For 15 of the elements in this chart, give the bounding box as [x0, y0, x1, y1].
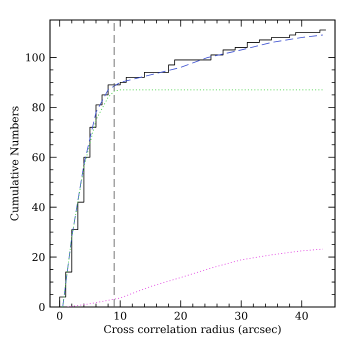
x-tick-label: 40: [295, 312, 308, 320]
y-tick-label: 60: [32, 153, 45, 162]
x-tick-label: 10: [114, 312, 126, 320]
y-tick-label: 40: [32, 203, 45, 212]
x-axis-title: Cross correlation radius (arcsec): [104, 324, 281, 335]
x-tick-label: 20: [174, 312, 187, 320]
y-tick-label: 20: [32, 253, 45, 262]
line-series: [67, 248, 324, 307]
y-tick-label: 0: [39, 302, 45, 312]
x-tick-label: 0: [57, 312, 62, 320]
y-tick-label: 100: [26, 53, 45, 62]
x-tick-label: 30: [235, 312, 248, 320]
y-tick-label: 80: [32, 103, 45, 112]
line-series: [62, 89, 324, 307]
y-axis-title: Cumulative Numbers: [10, 106, 18, 221]
